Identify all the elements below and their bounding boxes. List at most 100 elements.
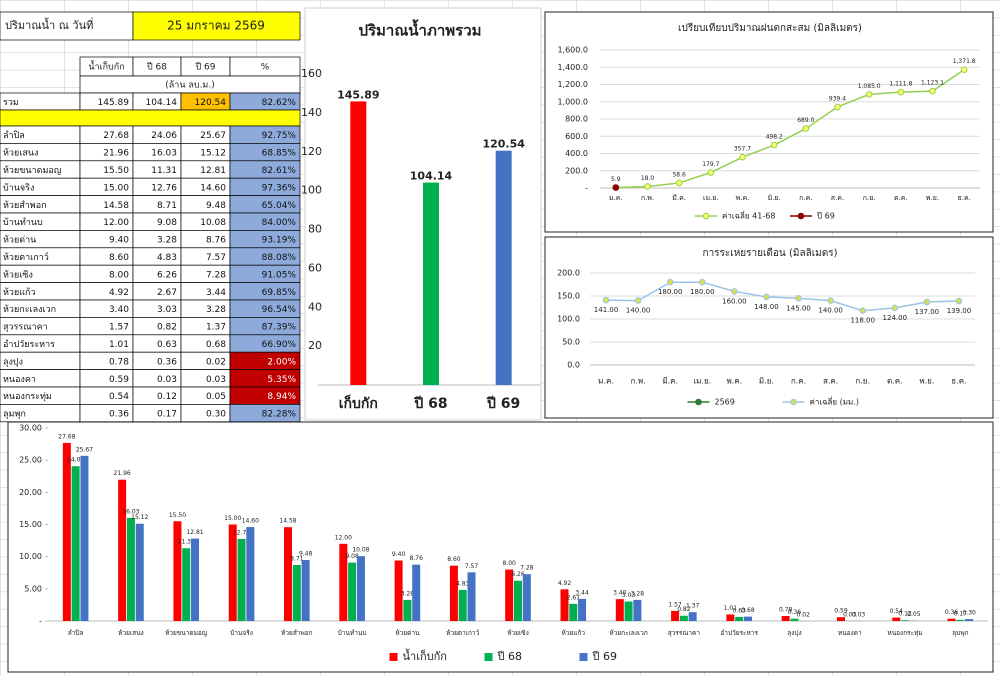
value-label: 3.03 [622, 592, 636, 599]
y-tick-label: 25.00 [19, 456, 42, 465]
value-label: 8.00 [503, 560, 517, 567]
x-tick-label: ธ.ค. [957, 194, 970, 202]
value-label: 0.36 [788, 609, 802, 616]
bar [173, 521, 182, 621]
value-label: 1,085.0 [858, 83, 881, 90]
legend-label: 2569 [715, 398, 735, 407]
bar [965, 619, 974, 621]
x-tick-label: ปี 68 [413, 396, 448, 412]
x-tick-label: ห้วยด่าน [395, 629, 420, 637]
bar [624, 601, 633, 621]
value-label: 24.06 [67, 457, 84, 464]
table-cell [0, 11, 134, 41]
value-label: 21.96 [114, 470, 131, 477]
bar [403, 599, 412, 621]
table-value: 9.40 [109, 236, 129, 246]
value-label: 9.48 [299, 551, 313, 558]
x-tick-label: ลุมพุก [952, 629, 969, 637]
x-tick-label: ห้วยสำพอก [281, 629, 313, 637]
bar [615, 599, 624, 621]
row-label: หนองคา [3, 375, 36, 385]
y-tick-label: - [39, 617, 42, 626]
x-tick-label: พ.ค. [736, 194, 750, 202]
table-value: 9.08 [157, 218, 177, 228]
table-value: 3.28 [157, 236, 177, 246]
table-cell [132, 11, 301, 41]
table-value: 3.40 [109, 305, 129, 315]
table-value: 82.28% [262, 410, 297, 420]
value-label: 357.7 [734, 146, 751, 153]
table-value: 68.85% [262, 149, 297, 159]
x-tick-label: ห้วยแก้ว [562, 629, 586, 637]
table-value: 92.75% [262, 131, 297, 141]
table-value: 82.61% [262, 166, 297, 176]
bar [348, 562, 357, 621]
value-label: 118.00 [850, 317, 875, 325]
bar [735, 616, 744, 621]
x-tick-label: สุวรรณาคา [668, 629, 701, 637]
value-label: 0.05 [907, 611, 921, 618]
row-label: ห้วยแก้ว [3, 287, 36, 298]
x-tick-label: ห้วยเสนง [118, 629, 144, 637]
bar [394, 560, 403, 621]
table-value: 3.44 [206, 288, 226, 298]
x-tick-label: ลุงปุง [787, 629, 801, 637]
value-label: 8.71 [290, 555, 304, 562]
value-label: 9.40 [392, 551, 406, 558]
x-tick-label: พ.ย. [919, 377, 934, 386]
table-value: 8.76 [206, 236, 226, 246]
bar [71, 466, 80, 621]
table-value: 25.67 [200, 131, 226, 141]
bar [578, 598, 587, 621]
table-value: 12.76 [151, 183, 177, 193]
point [891, 304, 899, 312]
value-label: 8.76 [410, 555, 424, 562]
table-value: 10.08 [200, 218, 226, 228]
value-label: 1,371.8 [953, 58, 976, 65]
value-label: 6.26 [511, 571, 525, 578]
point [698, 278, 706, 286]
legend-label: ปี 68 [496, 650, 522, 663]
table-value: 0.63 [157, 340, 177, 350]
row-label: ห้วยขนาดมอญ [3, 165, 62, 176]
bar [350, 101, 367, 385]
x-tick-label: ห้วยเซิง [507, 629, 529, 637]
value-label: 12.81 [186, 529, 203, 536]
x-tick-label: ก.ค. [799, 194, 812, 202]
point [955, 297, 963, 305]
value-label: 12.76 [233, 529, 250, 536]
value-label: 0.63 [732, 607, 746, 614]
unit-label: (ล้าน ลบ.ม.) [165, 80, 215, 91]
y-tick-label: 60 [308, 261, 322, 274]
x-tick-label: ธ.ค. [951, 377, 966, 386]
series-line [615, 69, 965, 189]
x-tick-label: ก.พ. [641, 194, 654, 202]
table-cell [229, 404, 301, 423]
table-value: 65.04% [262, 201, 297, 211]
table-value: 5.35% [267, 375, 296, 385]
bar [892, 617, 901, 621]
bar [514, 580, 522, 621]
x-tick-label: เก็บกัก [339, 394, 378, 412]
x-tick-label: อำปวัยระหาร [720, 629, 758, 637]
row-label: ห้วยสำพอก [3, 200, 47, 211]
value-label: 139.00 [947, 307, 972, 315]
bar [947, 618, 956, 621]
bar [118, 479, 127, 621]
table-value: 66.90% [262, 340, 297, 350]
table-value: 3.28 [206, 305, 226, 315]
point [960, 66, 968, 73]
value-label: 15.50 [169, 512, 186, 519]
table-value: 120.54 [195, 98, 227, 108]
table-value: 1.57 [109, 323, 129, 333]
bar [246, 527, 255, 621]
y-tick-label: 80 [308, 223, 322, 236]
row-label: รวม [3, 98, 19, 108]
x-tick-label: มิ.ย. [768, 194, 781, 202]
value-label: 10.08 [352, 547, 369, 554]
x-tick-label: เม.ย. [693, 377, 711, 386]
value-label: 16.03 [122, 508, 139, 515]
bar [633, 599, 642, 621]
value-label: 145.89 [337, 88, 379, 101]
point [739, 153, 746, 161]
